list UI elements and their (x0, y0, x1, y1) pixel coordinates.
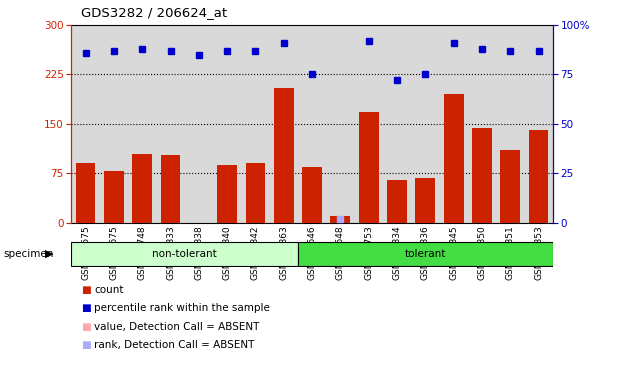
Bar (330, 216, 350, 223)
Bar (217, 165, 237, 223)
Text: percentile rank within the sample: percentile rank within the sample (94, 303, 270, 313)
Bar (76, 164, 96, 223)
Bar (161, 155, 181, 223)
Text: value, Detection Call = ABSENT: value, Detection Call = ABSENT (94, 322, 260, 332)
Bar (359, 112, 379, 223)
Text: ■: ■ (81, 303, 91, 313)
Text: tolerant: tolerant (405, 249, 446, 259)
Bar (387, 180, 407, 223)
Text: ▶: ▶ (45, 249, 54, 259)
Text: ■: ■ (81, 322, 91, 332)
Bar (501, 150, 520, 223)
Text: rank, Detection Call = ABSENT: rank, Detection Call = ABSENT (94, 340, 255, 350)
Bar (415, 178, 435, 223)
Bar (104, 171, 124, 223)
Bar (472, 129, 492, 223)
Bar (245, 164, 265, 223)
Bar (298, 242, 553, 266)
Bar (443, 94, 463, 223)
Bar (528, 131, 548, 223)
Bar (71, 242, 298, 266)
Text: specimen: specimen (3, 249, 53, 259)
Text: non-tolerant: non-tolerant (152, 249, 217, 259)
Text: count: count (94, 285, 124, 295)
Text: ■: ■ (81, 285, 91, 295)
Text: GDS3282 / 206624_at: GDS3282 / 206624_at (81, 6, 227, 19)
Text: ■: ■ (81, 340, 91, 350)
Bar (302, 167, 322, 223)
Bar (132, 154, 152, 223)
Bar (274, 88, 294, 223)
